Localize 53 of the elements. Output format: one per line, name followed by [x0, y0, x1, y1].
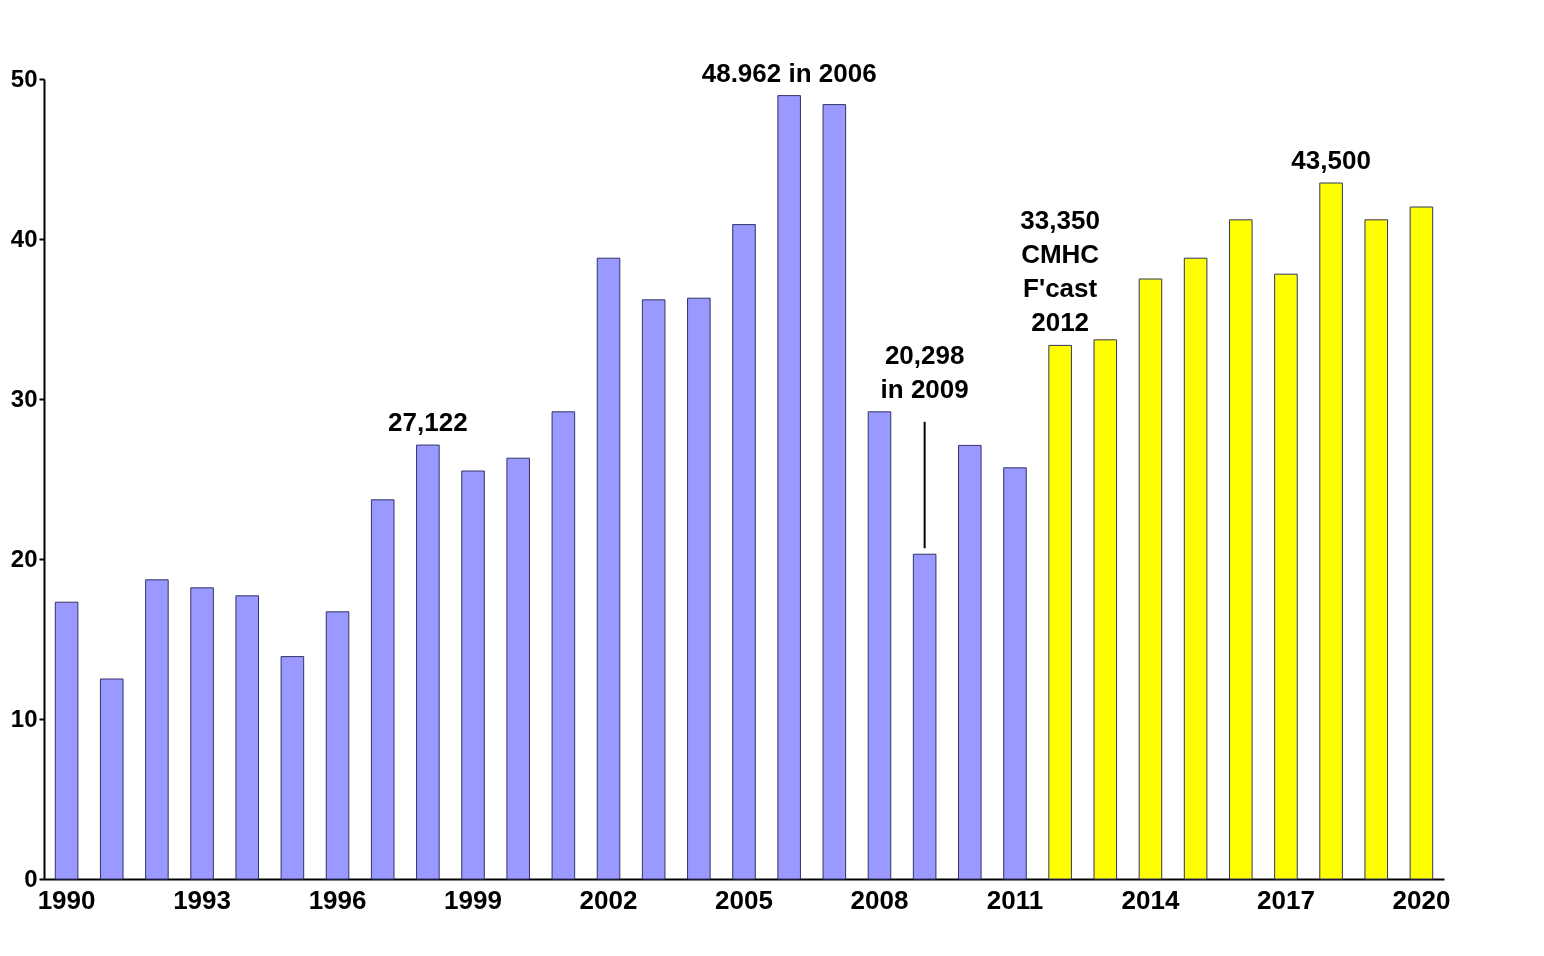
bar	[732, 224, 756, 880]
annotation: 27,122	[388, 407, 468, 438]
bar	[687, 297, 711, 880]
bar	[280, 656, 305, 880]
bar	[506, 457, 530, 880]
x-tick-label: 1990	[37, 884, 96, 915]
annotation: 20,298 in 2009	[880, 339, 969, 404]
y-tick-label: 10	[10, 704, 38, 732]
bar	[1409, 206, 1434, 880]
bar	[1138, 278, 1163, 880]
bar	[1183, 257, 1208, 880]
x-tick-label: 1996	[308, 884, 367, 915]
bar	[416, 444, 440, 880]
bar	[54, 601, 79, 880]
bar	[99, 678, 124, 880]
annotation: 33,350 CMHC F'cast 2012	[1020, 205, 1100, 338]
bar	[145, 579, 169, 880]
x-tick-label: 1999	[444, 884, 502, 915]
bar	[1228, 219, 1253, 880]
y-tick-label: 40	[10, 224, 38, 252]
y-tick-label: 0	[24, 864, 38, 892]
annotation: 43,500	[1291, 145, 1371, 175]
y-tick-label: 30	[10, 384, 38, 412]
y-tick-label: 50	[10, 64, 38, 92]
bar	[867, 411, 892, 880]
bar	[822, 104, 847, 880]
bar	[1003, 467, 1027, 880]
bar	[912, 553, 937, 880]
bar	[1364, 219, 1389, 880]
bar	[190, 587, 214, 880]
x-tick-label: 2020	[1392, 884, 1451, 915]
x-tick-label: 2008	[850, 884, 909, 915]
bar	[777, 95, 801, 880]
y-tick-label: 20	[10, 544, 38, 572]
x-tick-label: 2005	[715, 884, 773, 915]
x-tick-label: 2017	[1257, 884, 1315, 915]
bar	[370, 499, 395, 880]
bar	[551, 411, 576, 880]
bar	[596, 257, 621, 880]
bar	[235, 595, 260, 880]
bar	[325, 611, 350, 880]
x-tick-label: 2011	[986, 884, 1044, 915]
bar	[1319, 182, 1343, 880]
bar	[1048, 344, 1072, 880]
x-tick-label: 2002	[579, 884, 638, 915]
bar	[1274, 273, 1298, 880]
bar	[958, 444, 982, 880]
x-tick-label: 2014	[1121, 884, 1180, 915]
bar	[461, 470, 485, 880]
annotation: 48.962 in 2006	[701, 57, 877, 88]
bar	[641, 299, 666, 880]
bar	[1093, 339, 1118, 880]
x-tick-label: 1993	[173, 884, 231, 915]
